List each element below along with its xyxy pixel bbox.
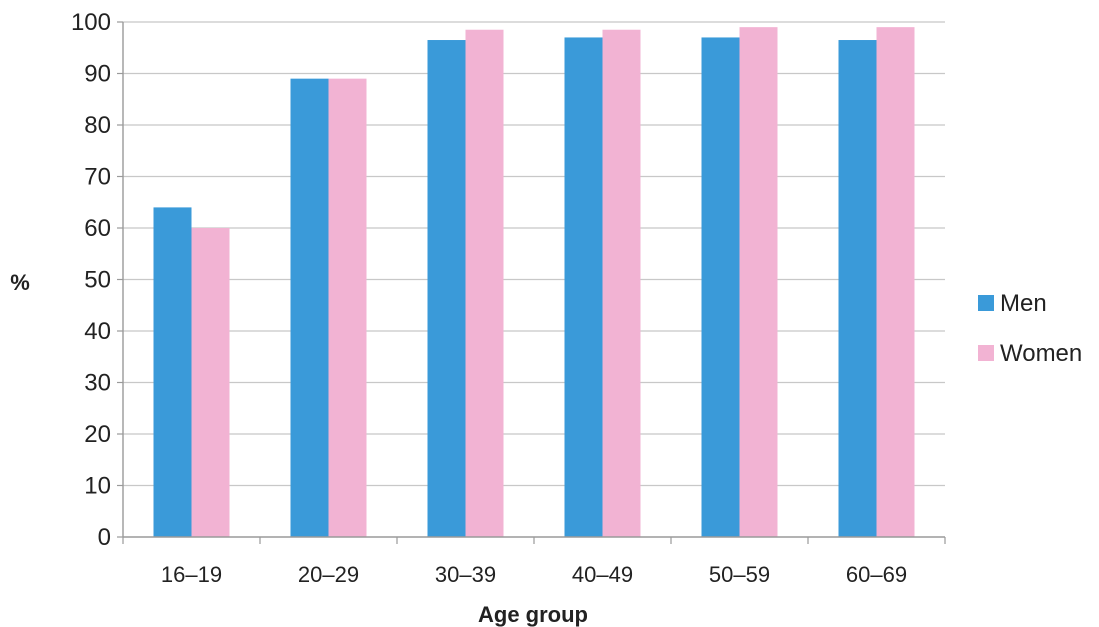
y-tick-label: 0 [98,524,111,551]
bar-men-5 [838,40,877,538]
gridlines [123,21,945,487]
bar-men-3 [564,37,603,537]
x-tick-label: 60–69 [846,562,907,587]
x-axis-label: Age group [478,602,588,627]
y-axis-ticks: 0 10 20 30 40 50 60 70 80 90 100 [71,9,123,551]
bar-women-1 [328,78,367,538]
legend-swatch-women [978,345,994,361]
y-tick-label: 70 [84,164,111,191]
y-tick-label: 40 [84,318,111,345]
x-axis-ticks: 16–19 20–29 30–39 40–49 50–59 60–69 [122,537,946,587]
y-tick-label: 20 [84,421,111,448]
y-axis-label: % [10,270,30,295]
bar-women-4 [739,27,778,538]
x-tick-label: 40–49 [572,562,633,587]
x-tick-label: 20–29 [298,562,359,587]
y-tick-label: 80 [84,112,111,139]
bar-women-2 [465,29,504,537]
bar-women-3 [602,29,641,537]
x-tick-label: 16–19 [161,562,222,587]
legend-label-women: Women [1000,340,1082,367]
x-tick-label: 50–59 [709,562,770,587]
bar-men-4 [701,37,740,537]
legend: Men Women [978,290,1082,367]
bar-men-2 [427,40,466,538]
x-tick-label: 30–39 [435,562,496,587]
y-tick-label: 100 [71,9,111,36]
y-tick-label: 50 [84,267,111,294]
bar-men-0 [153,207,192,537]
y-tick-label: 10 [84,473,111,500]
y-tick-label: 30 [84,370,111,397]
bars [153,27,915,538]
bar-men-1 [290,78,329,538]
legend-swatch-men [978,295,994,311]
legend-label-men: Men [1000,290,1047,317]
bar-women-5 [876,27,915,538]
y-tick-label: 60 [84,215,111,242]
bar-women-0 [191,228,230,537]
y-tick-label: 90 [84,61,111,88]
